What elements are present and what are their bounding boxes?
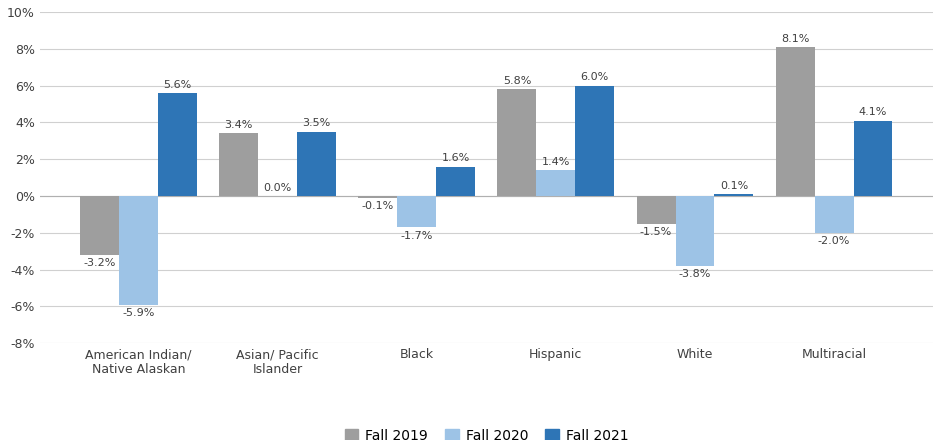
Bar (358, 196, 398, 198)
Text: 0.0%: 0.0% (263, 183, 292, 193)
Bar (497, 89, 537, 196)
Bar (537, 170, 575, 196)
Text: 8.1%: 8.1% (781, 33, 809, 44)
Text: 3.5%: 3.5% (303, 118, 331, 128)
Text: 6.0%: 6.0% (581, 72, 609, 82)
Bar (436, 166, 476, 196)
Text: 3.4%: 3.4% (225, 120, 253, 130)
Text: -3.8%: -3.8% (679, 269, 712, 279)
Bar (575, 85, 615, 196)
Text: 4.1%: 4.1% (859, 107, 887, 117)
Bar (854, 121, 892, 196)
Bar (119, 196, 158, 304)
Bar (80, 196, 119, 255)
Text: -3.2%: -3.2% (84, 258, 116, 268)
Text: -5.9%: -5.9% (122, 308, 155, 318)
Text: -2.0%: -2.0% (818, 236, 850, 246)
Text: -1.5%: -1.5% (640, 227, 672, 237)
Text: 0.1%: 0.1% (720, 181, 748, 191)
Text: -0.1%: -0.1% (362, 201, 394, 211)
Bar (714, 194, 753, 196)
Bar (636, 196, 676, 224)
Bar (776, 47, 815, 196)
Text: -1.7%: -1.7% (400, 231, 433, 241)
Bar (398, 196, 436, 227)
Bar (158, 93, 197, 196)
Text: 1.4%: 1.4% (541, 157, 570, 167)
Text: 5.6%: 5.6% (164, 80, 192, 90)
Text: 5.8%: 5.8% (503, 76, 531, 86)
Legend: Fall 2019, Fall 2020, Fall 2021: Fall 2019, Fall 2020, Fall 2021 (339, 423, 634, 440)
Bar (815, 196, 854, 233)
Bar (219, 133, 258, 196)
Text: 1.6%: 1.6% (442, 153, 470, 163)
Bar (297, 132, 337, 196)
Bar (676, 196, 714, 266)
